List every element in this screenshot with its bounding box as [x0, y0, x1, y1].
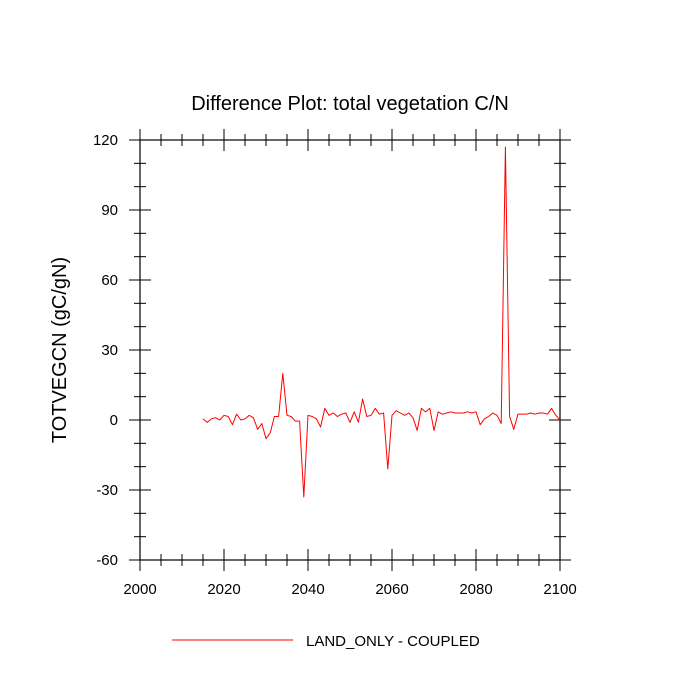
- x-tick-label: 2060: [375, 581, 408, 598]
- tick-marks: [129, 129, 571, 571]
- legend-label: LAND_ONLY - COUPLED: [306, 633, 480, 650]
- y-tick-label: 120: [93, 132, 118, 149]
- x-tick-label: 2100: [543, 581, 576, 598]
- x-tick-label: 2040: [291, 581, 324, 598]
- x-tick-label: 2020: [207, 581, 240, 598]
- x-tick-label: 2000: [123, 581, 156, 598]
- y-tick-label: 90: [101, 202, 118, 219]
- chart-title: Difference Plot: total vegetation C/N: [191, 93, 509, 115]
- y-tick-label: 30: [101, 342, 118, 359]
- x-tick-label: 2080: [459, 581, 492, 598]
- y-tick-label: -30: [96, 482, 118, 499]
- series-layer: [202, 146, 561, 498]
- series-line-0: [202, 146, 561, 498]
- y-tick-label: -60: [96, 552, 118, 569]
- plot-frame: [139, 139, 561, 561]
- y-axis-label: TOTVEGCN (gC/gN): [49, 257, 71, 443]
- y-tick-label: 60: [101, 272, 118, 289]
- tick-labels: 2000 2020 2040 2060 2080 2100 -60 -30 0 30 60 90 120: [93, 132, 577, 598]
- y-tick-label: 0: [110, 412, 118, 429]
- legend: LAND_ONLY - COUPLED: [172, 633, 480, 650]
- axes: [139, 139, 561, 561]
